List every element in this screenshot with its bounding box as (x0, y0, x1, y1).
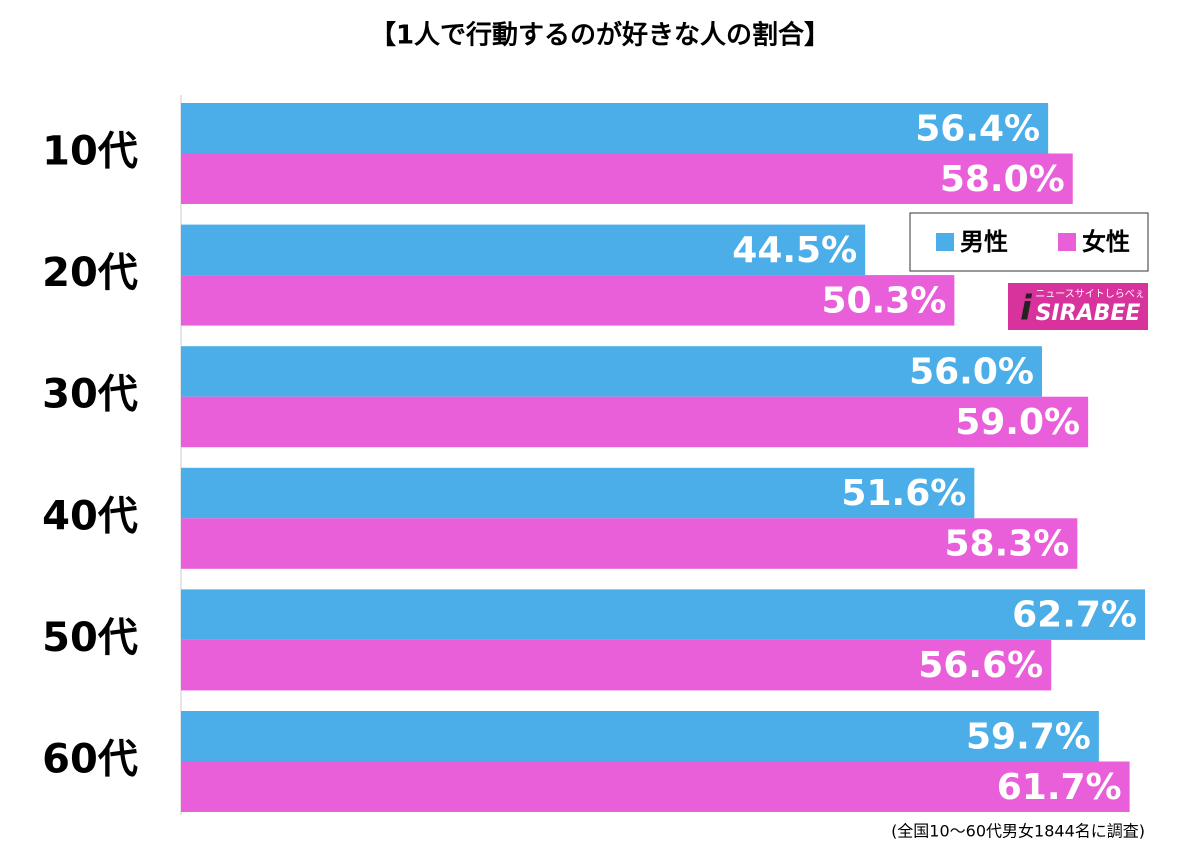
chart-title: 【1人で行動するのが好きな人の割合】 (370, 20, 830, 51)
source-note: (全国10〜60代男女1844名に調査) (891, 822, 1145, 841)
value-label: 58.0% (940, 159, 1065, 200)
bar (181, 275, 955, 326)
legend-swatch (936, 233, 954, 251)
bar (181, 761, 1130, 812)
bar (181, 518, 1078, 569)
category-label: 40代 (42, 493, 138, 539)
value-label: 59.0% (955, 402, 1080, 443)
value-label: 56.6% (918, 645, 1043, 686)
legend-label: 男性 (960, 228, 1008, 256)
bar (181, 711, 1099, 762)
category-label: 30代 (42, 372, 138, 418)
value-label: 51.6% (841, 473, 966, 514)
bar (181, 396, 1089, 448)
category-label: 60代 (42, 737, 138, 783)
value-label: 61.7% (997, 767, 1122, 808)
bar (181, 589, 1145, 640)
category-label: 50代 (42, 615, 138, 661)
legend-label: 女性 (1082, 228, 1130, 256)
bar (181, 103, 1049, 154)
bar (181, 639, 1052, 691)
category-label: 20代 (42, 250, 138, 296)
value-label: 59.7% (966, 716, 1091, 757)
logo-name: SIRABEE (1036, 301, 1141, 326)
bar (181, 153, 1073, 204)
bar (181, 346, 1042, 397)
value-label: 58.3% (944, 524, 1069, 565)
value-label: 44.5% (732, 230, 857, 271)
bar (181, 467, 975, 519)
category-label: 10代 (42, 129, 138, 175)
value-label: 56.0% (909, 351, 1034, 392)
bar (181, 224, 866, 276)
value-label: 56.4% (915, 108, 1040, 149)
logo-mark: i (1020, 289, 1033, 329)
logo-box (1008, 283, 1148, 330)
value-label: 62.7% (1012, 595, 1137, 636)
value-label: 50.3% (821, 280, 946, 321)
logo-tagline: ニュースサイトしらべぇ (1035, 288, 1145, 300)
legend-swatch (1058, 233, 1076, 251)
